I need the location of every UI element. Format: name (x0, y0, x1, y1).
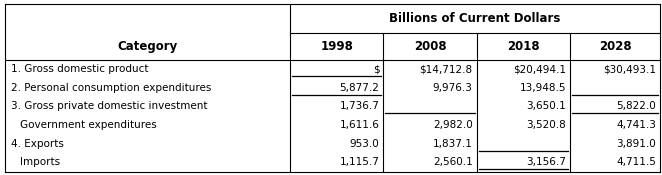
Text: 1,736.7: 1,736.7 (340, 101, 379, 111)
Text: 3,650.1: 3,650.1 (526, 101, 566, 111)
Text: 2. Personal consumption expenditures: 2. Personal consumption expenditures (11, 83, 211, 93)
Text: 3,520.8: 3,520.8 (526, 120, 566, 130)
Text: $14,712.8: $14,712.8 (420, 64, 473, 74)
Text: 13,948.5: 13,948.5 (520, 83, 566, 93)
Text: 953.0: 953.0 (350, 139, 379, 149)
Text: 2008: 2008 (414, 40, 446, 53)
Text: 3,891.0: 3,891.0 (616, 139, 656, 149)
Text: Imports: Imports (20, 157, 60, 167)
Text: 3. Gross private domestic investment: 3. Gross private domestic investment (11, 101, 207, 111)
Text: 1,837.1: 1,837.1 (433, 139, 473, 149)
Text: 5,822.0: 5,822.0 (616, 101, 656, 111)
Text: 2,982.0: 2,982.0 (433, 120, 473, 130)
Text: 1998: 1998 (320, 40, 354, 53)
Text: $: $ (373, 64, 379, 74)
Text: Government expenditures: Government expenditures (20, 120, 157, 130)
Text: Billions of Current Dollars: Billions of Current Dollars (389, 12, 561, 25)
Text: 1,611.6: 1,611.6 (340, 120, 379, 130)
Text: 2018: 2018 (507, 40, 540, 53)
Text: 4,741.3: 4,741.3 (616, 120, 656, 130)
Text: 2,560.1: 2,560.1 (433, 157, 473, 167)
Text: $20,494.1: $20,494.1 (513, 64, 566, 74)
Text: 4. Exports: 4. Exports (11, 139, 64, 149)
Text: 3,156.7: 3,156.7 (526, 157, 566, 167)
Text: Category: Category (118, 40, 178, 53)
Text: 2028: 2028 (598, 40, 632, 53)
Text: $30,493.1: $30,493.1 (603, 64, 656, 74)
Text: 1,115.7: 1,115.7 (340, 157, 379, 167)
Text: 9,976.3: 9,976.3 (433, 83, 473, 93)
Text: 4,711.5: 4,711.5 (616, 157, 656, 167)
Text: 1. Gross domestic product: 1. Gross domestic product (11, 64, 148, 74)
Text: 5,877.2: 5,877.2 (340, 83, 379, 93)
